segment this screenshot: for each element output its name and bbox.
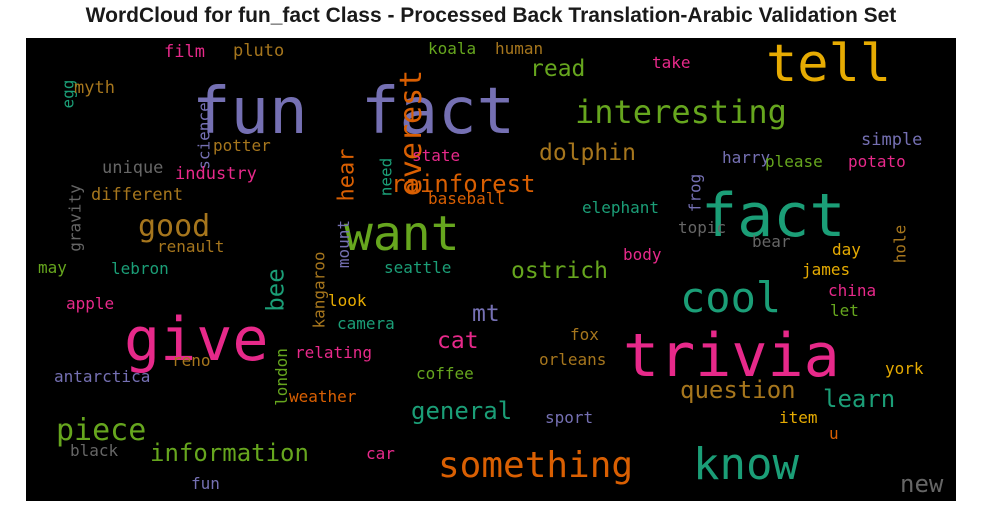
word-sport: sport — [545, 408, 594, 427]
word-u: u — [829, 424, 839, 443]
word-question: question — [680, 376, 796, 404]
word-trivia: trivia — [623, 321, 840, 391]
word-topic: topic — [678, 218, 727, 237]
word-mt: mt — [472, 301, 500, 327]
word-gravity: gravity — [65, 184, 85, 252]
word-lebron: lebron — [111, 259, 169, 278]
word-harry: harry — [722, 148, 771, 167]
word-orleans: orleans — [539, 350, 607, 369]
word-new: new — [900, 470, 944, 498]
word-myth: myth — [74, 78, 115, 98]
word-learn: learn — [823, 385, 896, 413]
word-piece: piece — [56, 413, 147, 448]
word-apple: apple — [66, 294, 115, 313]
word-body: body — [623, 245, 662, 264]
word-day: day — [832, 240, 861, 259]
word-car: car — [366, 444, 395, 463]
word-good: good — [138, 209, 211, 244]
word-kangaroo: kangaroo — [309, 251, 329, 329]
word-black: black — [70, 441, 119, 460]
word-fox: fox — [570, 325, 599, 344]
word-rainforest: rainforest — [391, 170, 536, 198]
word-antarctica: antarctica — [54, 367, 151, 386]
word-potato: potato — [848, 152, 906, 171]
word-weather: weather — [289, 387, 357, 406]
word-fact: fact — [361, 75, 516, 149]
word-camera: camera — [337, 314, 395, 333]
word-let: let — [830, 301, 859, 320]
word-human: human — [495, 39, 544, 58]
word-industry: industry — [175, 164, 257, 184]
word-london: london — [271, 348, 291, 406]
word-information: information — [150, 439, 309, 467]
word-read: read — [530, 56, 586, 82]
word-potter: potter — [213, 136, 271, 155]
word-item: item — [779, 408, 818, 427]
word-coffee: coffee — [416, 364, 474, 383]
word-pluto: pluto — [233, 41, 285, 61]
word-koala: koala — [428, 39, 477, 58]
word-cool: cool — [680, 273, 782, 322]
word-science: science — [194, 102, 214, 170]
word-hear: hear — [334, 148, 360, 202]
word-cloud-canvas: fun fact tell fact trivia give want cool know som… — [26, 38, 956, 501]
word-fact: fact — [701, 181, 846, 251]
word-simple: simple — [861, 130, 923, 150]
word-bear: bear — [752, 232, 791, 251]
word-interesting: interesting — [575, 93, 787, 131]
word-something: something — [438, 445, 634, 486]
word-james: james — [802, 260, 851, 279]
word-china: china — [828, 281, 877, 300]
word-seattle: seattle — [384, 258, 452, 277]
word-take: take — [652, 53, 691, 72]
word-cat: cat — [437, 328, 479, 354]
word-look: look — [328, 291, 367, 310]
chart-title: WordCloud for fun_fact Class - Processed… — [85, 4, 897, 27]
word-please: please — [765, 152, 823, 171]
word-bee: bee — [261, 268, 290, 312]
word-reno: reno — [172, 351, 211, 370]
word-know: know — [693, 439, 799, 490]
word-frog: frog — [685, 173, 705, 213]
word-fun: fun — [192, 75, 308, 149]
word-give: give — [124, 305, 269, 375]
word-renault: renault — [157, 237, 225, 256]
word-general: general — [411, 397, 513, 425]
word-relating: relating — [295, 343, 373, 362]
word-fun: fun — [191, 474, 220, 493]
word-hole: hole — [890, 224, 910, 264]
word-ostrich: ostrich — [511, 258, 608, 284]
word-may: may — [38, 258, 67, 277]
word-film: film — [164, 42, 205, 62]
word-unique: unique — [102, 158, 164, 178]
word-york: york — [885, 359, 924, 378]
word-elephant: elephant — [582, 198, 660, 217]
word-want: want — [344, 206, 460, 262]
word-baseball: baseball — [428, 189, 506, 208]
word-tell: tell — [766, 38, 892, 94]
word-mount: mount — [334, 219, 354, 269]
word-dolphin: dolphin — [539, 140, 636, 166]
word-need: need — [376, 157, 396, 197]
word-state: state — [412, 146, 461, 165]
word-different: different — [91, 185, 184, 205]
